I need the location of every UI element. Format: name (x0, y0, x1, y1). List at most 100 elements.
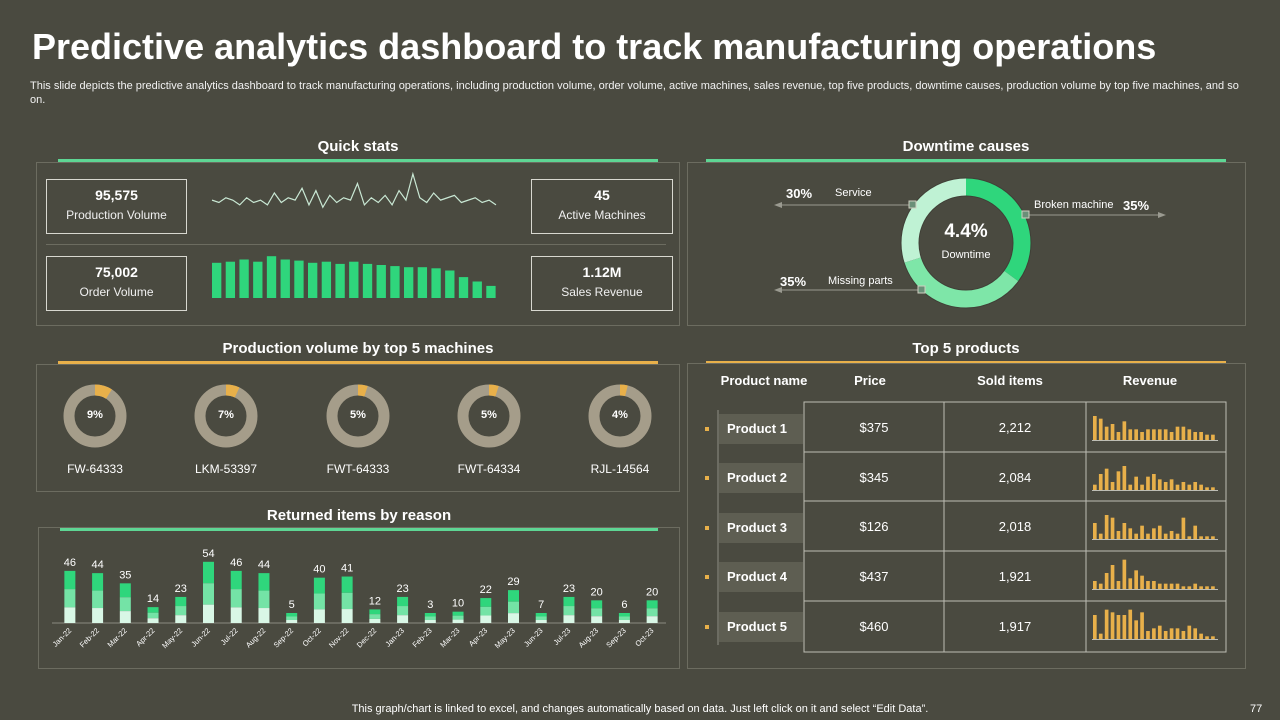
revenue-sparkline[interactable] (1092, 507, 1220, 543)
returned-tick-label: Nov-22 (327, 626, 350, 649)
returned-bar-mid (591, 608, 603, 617)
machine-donut-ring (588, 384, 652, 448)
order-bar (349, 261, 359, 298)
revenue-bar (1157, 525, 1162, 539)
revenue-bar (1211, 434, 1215, 440)
returned-items-chart[interactable]: 46Jan-2244Feb-2235Mar-2214Apr-2223May-22… (40, 535, 676, 665)
revenue-bar (1187, 625, 1192, 639)
order-volume-value: 75,002 (95, 264, 138, 280)
revenue-bar (1146, 631, 1150, 639)
returned-bar-mid (92, 590, 104, 609)
returned-bar-bottom (452, 619, 464, 623)
returned-panel (38, 527, 680, 669)
revenue-bar (1122, 559, 1127, 589)
order-bar (445, 270, 455, 298)
revenue-bar (1128, 484, 1133, 490)
returned-bar-value: 6 (621, 599, 627, 611)
returned-bar-top (64, 570, 76, 590)
revenue-bar (1169, 583, 1174, 589)
returned-bar-bottom (646, 616, 658, 623)
order-bar (458, 277, 469, 298)
revenue-bar (1134, 620, 1138, 639)
machine-donut[interactable] (456, 383, 522, 449)
product-name-cell[interactable]: Product 2 (719, 463, 803, 493)
product-name-cell[interactable]: Product 4 (719, 562, 803, 592)
revenue-bar (1122, 466, 1127, 490)
returned-tick-label: Sep-22 (272, 626, 295, 649)
price-cell: $126 (859, 519, 889, 534)
downtime-panel (687, 162, 1246, 326)
machine-donut[interactable] (62, 383, 128, 449)
revenue-sparkline[interactable] (1092, 408, 1220, 444)
returned-bar-value: 46 (230, 557, 242, 569)
revenue-bar (1110, 424, 1115, 440)
revenue-bar (1205, 586, 1209, 589)
machine-name: FWT-64334 (457, 462, 521, 476)
sales-revenue-card[interactable]: 1.12M Sales Revenue (531, 256, 673, 311)
order-volume-card[interactable]: 75,002 Order Volume (46, 256, 187, 311)
returned-bar-mid (64, 589, 76, 608)
active-machines-value: 45 (594, 187, 610, 203)
returned-bar-bottom (508, 613, 519, 623)
revenue-bar (1199, 633, 1203, 639)
machine-donut[interactable] (587, 383, 653, 449)
returned-tick-label: Jan-22 (51, 626, 74, 649)
revenue-bar (1134, 570, 1138, 589)
returned-bar-mid (286, 616, 298, 620)
active-machines-card[interactable]: 45 Active Machines (531, 179, 673, 234)
returned-tick-label: Mar-22 (106, 626, 129, 649)
order-bar (225, 261, 236, 298)
revenue-bar (1104, 426, 1109, 440)
downtime-center-label: Downtime (941, 249, 991, 261)
revenue-sparkline[interactable] (1092, 607, 1220, 643)
returned-bar-mid (175, 606, 187, 616)
machine-donut[interactable] (325, 383, 391, 449)
returned-bar-bottom (397, 615, 409, 623)
revenue-bar (1187, 586, 1192, 589)
order-bar (335, 263, 345, 298)
order-bar (486, 285, 496, 298)
revenue-bar (1128, 609, 1133, 639)
returned-bar-value: 29 (507, 576, 519, 588)
machine-donut-ring (457, 384, 521, 448)
returned-bar-value: 20 (646, 586, 658, 598)
revenue-bar (1175, 628, 1180, 639)
broken-machine-leader (1021, 210, 1166, 219)
returned-bar-value: 44 (91, 559, 103, 571)
product-name-cell[interactable]: Product 5 (719, 612, 803, 642)
returned-bar-top (508, 590, 519, 602)
returned-bar-value: 3 (427, 599, 433, 611)
order-volume-label: Order Volume (79, 285, 154, 299)
machine-name: RJL-14564 (590, 462, 650, 476)
revenue-sparkline[interactable] (1092, 557, 1220, 593)
revenue-bar (1157, 429, 1162, 440)
revenue-bar (1175, 426, 1180, 440)
revenue-bar (1140, 432, 1144, 440)
production-volume-card[interactable]: 95,575 Production Volume (46, 179, 187, 234)
price-cell: $437 (859, 569, 889, 584)
returned-tick-label: Oct-22 (301, 626, 323, 648)
revenue-bar (1140, 484, 1144, 490)
col-header-revenue: Revenue (1122, 373, 1178, 388)
downtime-donut[interactable] (900, 177, 1032, 309)
production-sparkline[interactable] (210, 168, 498, 218)
revenue-bar (1116, 432, 1121, 440)
revenue-bar (1104, 515, 1109, 539)
returned-bar-mid (258, 590, 270, 609)
returned-bar-mid (618, 616, 630, 620)
returned-bar-bottom (258, 608, 270, 623)
machine-donut[interactable] (193, 383, 259, 449)
machine-pct: 7% (218, 409, 234, 421)
product-name-cell[interactable]: Product 1 (719, 414, 803, 444)
revenue-bar (1169, 628, 1174, 639)
returned-tick-label: Jul-22 (219, 626, 240, 647)
order-bar-sparkline[interactable] (210, 254, 498, 300)
machines-heading: Production volume by top 5 machines (222, 340, 494, 357)
row-bullet (705, 476, 709, 480)
revenue-sparkline[interactable] (1092, 458, 1220, 494)
revenue-bar (1175, 484, 1180, 490)
returned-bar-value: 14 (147, 593, 159, 605)
product-name-cell[interactable]: Product 3 (719, 513, 803, 543)
returned-bar-value: 20 (591, 586, 603, 598)
service-pct: 30% (786, 186, 813, 201)
